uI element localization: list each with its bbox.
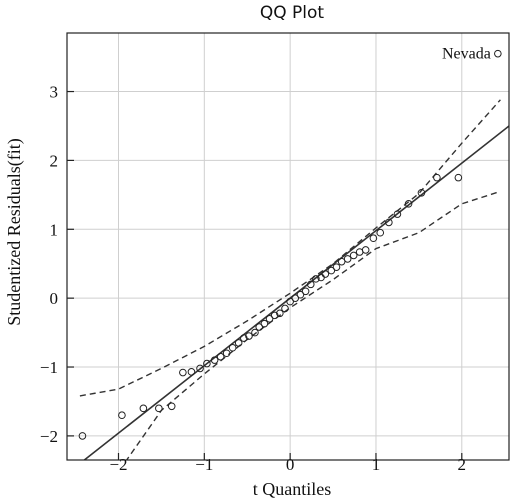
- data-point: [260, 319, 269, 328]
- data-point: [494, 49, 502, 58]
- data-point: [312, 275, 320, 283]
- data-point: [296, 290, 305, 299]
- x-tick-label: 2: [458, 455, 467, 474]
- ticks-layer: −2 −1 0 1 2 −2 −1 0 1 2 3: [40, 83, 466, 474]
- data-point: [222, 349, 231, 358]
- y-tick-label: 2: [50, 151, 59, 170]
- data-point: [196, 364, 204, 373]
- data-point: [369, 234, 378, 243]
- data-point: [376, 228, 385, 237]
- data-point: [203, 359, 211, 368]
- reference-line: [83, 125, 509, 460]
- data-point: [155, 404, 163, 413]
- data-point: [234, 339, 243, 347]
- envelope-upper-line: [79, 99, 501, 397]
- plot-frame: [66, 32, 510, 461]
- y-axis-label: Studentized Residuals(fit): [4, 138, 25, 325]
- data-point: [433, 173, 441, 182]
- data-point: [265, 315, 274, 323]
- data-point: [251, 328, 259, 337]
- data-point: [228, 343, 237, 352]
- data-point: [291, 294, 300, 302]
- x-tick-label: −1: [195, 455, 213, 474]
- data-point: [187, 368, 196, 376]
- y-tick-label: 3: [50, 83, 59, 102]
- data-point: [321, 270, 330, 278]
- data-point: [78, 432, 87, 440]
- y-tick-label: 0: [50, 289, 59, 308]
- data-point: [139, 404, 148, 413]
- x-tick-label: 1: [372, 455, 381, 474]
- y-tick-label: −2: [40, 427, 58, 446]
- data-point: [337, 257, 346, 266]
- y-tick-label: −1: [40, 358, 58, 377]
- data-point: [210, 356, 219, 364]
- points-layer: [78, 49, 502, 440]
- envelope-lower-line: [125, 190, 501, 460]
- x-axis-label: t Quantiles: [253, 479, 332, 499]
- data-point: [454, 173, 463, 182]
- data-point: [343, 255, 352, 263]
- data-point: [332, 263, 341, 271]
- data-point: [385, 218, 393, 227]
- data-point: [179, 368, 187, 377]
- data-point: [393, 210, 402, 218]
- data-point: [327, 266, 336, 275]
- chart-title: QQ Plot: [260, 3, 325, 23]
- data-point: [301, 287, 310, 296]
- data-point: [118, 411, 126, 420]
- data-point: [270, 311, 279, 320]
- reference-line-layer: [83, 125, 509, 460]
- nevada-annotation: Nevada: [442, 46, 491, 63]
- data-point: [245, 332, 253, 340]
- data-point: [281, 304, 289, 313]
- y-tick-label: 1: [50, 220, 59, 239]
- data-point: [306, 280, 315, 289]
- data-point: [286, 297, 294, 306]
- data-point: [167, 402, 176, 411]
- x-tick-label: 0: [286, 455, 295, 474]
- x-tick-label: −2: [109, 455, 127, 474]
- data-point: [216, 352, 225, 361]
- data-point: [276, 309, 284, 318]
- data-point: [417, 188, 426, 197]
- data-point: [361, 246, 370, 254]
- grid-layer: [67, 33, 509, 460]
- data-point: [404, 200, 413, 208]
- data-point: [255, 323, 264, 331]
- confidence-envelope: [79, 99, 501, 460]
- data-point: [240, 334, 248, 342]
- data-point: [349, 251, 358, 260]
